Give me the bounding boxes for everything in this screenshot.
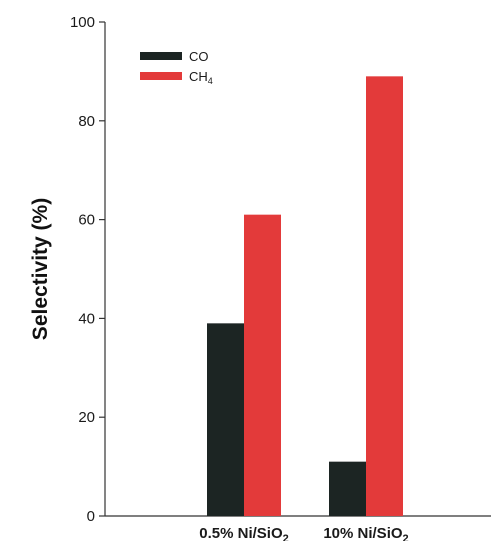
x-category-label: 0.5% Ni/SiO2 — [199, 525, 289, 541]
bar-co-2 — [329, 461, 366, 516]
x-category-labels: 0.5% Ni/SiO2 10% Ni/SiO2 — [199, 525, 408, 541]
bar-ch4-2 — [366, 76, 403, 516]
legend-label: CO — [189, 49, 209, 64]
y-ticks: 0 20 40 60 80 100 — [70, 14, 105, 525]
bars — [207, 76, 403, 516]
y-tick-label: 40 — [78, 310, 95, 327]
y-axis-title: Selectivity (%) — [29, 198, 52, 340]
y-tick-label: 80 — [78, 113, 95, 130]
axes — [104, 22, 491, 517]
legend-swatch-co — [140, 52, 182, 60]
y-tick-label: 20 — [78, 409, 95, 426]
legend-swatch-ch4 — [140, 72, 182, 80]
bar-co-1 — [207, 323, 244, 516]
x-category-label-main: 10% Ni/SiO — [323, 525, 403, 541]
bar-ch4-1 — [244, 214, 281, 516]
legend-label-subscript: 4 — [208, 76, 213, 86]
x-category-label-main: 0.5% Ni/SiO — [199, 525, 283, 541]
x-category-label: 10% Ni/SiO2 — [323, 525, 408, 541]
y-tick-label: 0 — [87, 508, 95, 525]
x-category-label-subscript: 2 — [283, 533, 289, 541]
legend-label: CH4 — [189, 69, 213, 86]
legend-label-main: CH — [189, 69, 208, 84]
x-category-label-subscript: 2 — [403, 533, 409, 541]
legend: CO CH4 — [140, 49, 213, 86]
legend-label-main: CO — [189, 49, 209, 64]
y-tick-label: 60 — [78, 212, 95, 229]
y-tick-label: 100 — [70, 14, 95, 31]
